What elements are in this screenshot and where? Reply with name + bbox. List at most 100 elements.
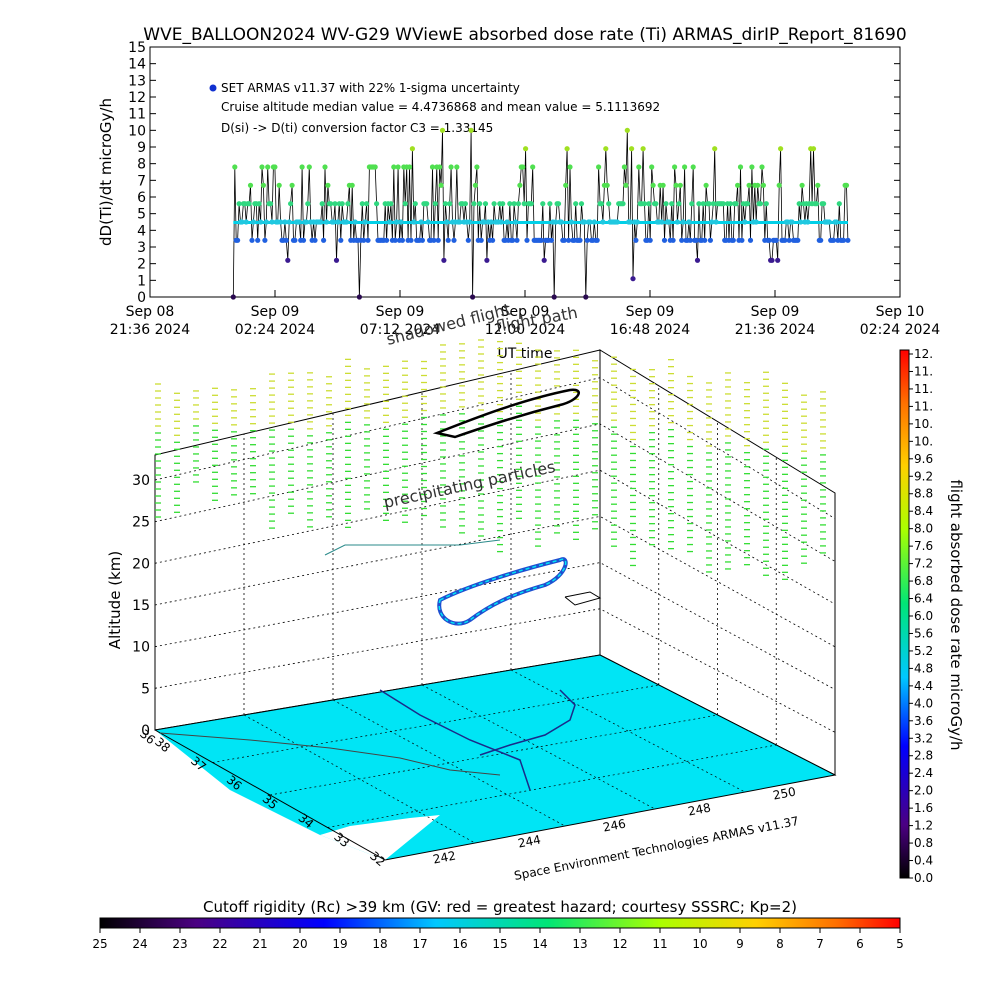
dose-point [674,219,681,225]
dose-point [676,201,682,207]
dose-point [246,201,252,207]
dose-point [283,237,289,243]
annotation-cruise: Cruise altitude median value = 4.4736868… [221,100,660,114]
x-tick-label-time: 07:12 2024 [360,322,441,338]
y-tick-label: 8 [137,157,146,173]
dose-point [432,201,438,207]
y-tick-label: 14 [128,57,146,73]
dose-point [435,237,441,243]
y-tick-label: 13 [128,73,146,89]
dose-point [730,237,736,243]
dose-point [511,201,517,207]
dose-colorbar-tick-label: 6.8 [914,574,933,588]
dose-point [766,237,772,243]
dose-point [629,146,635,152]
dose-point [250,219,256,225]
dose-point [399,237,405,243]
dose-point [677,182,683,188]
dose-point [759,164,765,170]
dose-point [352,219,358,225]
dose-point [474,164,480,170]
dose-point [239,219,245,225]
dose-point [624,127,630,133]
dose-point [395,164,401,170]
dose-point [394,219,400,225]
dose-point [517,182,523,188]
dose-point [653,201,659,207]
dose-colorbar-tick-label: 5.2 [914,644,933,658]
y-tick-label: 4 [137,223,146,239]
dose-point [391,164,397,170]
dose-point [620,201,626,207]
x-tick-label-date: Sep 09 [251,304,300,320]
dose-point [786,237,792,243]
x-tick-label-time: 12:00 2024 [485,322,566,338]
dose-point [700,201,706,207]
dose-point [412,201,418,207]
dose-point [845,237,851,243]
rigidity-colorbar-tick-label: 13 [572,937,587,951]
dose-point [782,237,788,243]
precipitating-particle-curtain [155,339,826,580]
rigidity-colorbar-tick-label: 21 [252,937,267,951]
dose-colorbar-tick-label: 11. [914,364,933,378]
dose-point [737,164,744,170]
dose-point [247,182,254,188]
altitude-gridline [154,377,836,519]
dose-point [258,219,264,225]
rigidity-colorbar-tick-label: 23 [172,937,187,951]
altitude-gridline [154,562,836,690]
dose-point [739,237,745,243]
dose-point [424,201,430,207]
dose-point [236,201,242,207]
ground-frame [154,654,837,861]
ground-gridline [510,669,746,793]
dose-colorbar-tick-label: 12. [914,347,933,361]
altitude-tick-label: 0 [141,723,150,739]
dose-point [558,219,565,225]
dose-point [564,146,570,152]
dose-point [670,237,676,243]
dose-point [276,182,282,188]
dose-colorbar: 0.0 0.4 0.8 1.2 1.6 2.0 2.4 2.8 3.2 3.6 4.0 4.4 4.8 5… [899,347,965,885]
dose-point [703,182,709,188]
dose-colorbar-tick-label: 8.0 [914,522,933,536]
dose-point [249,237,255,243]
dose-point [392,237,398,243]
dose-point [230,294,236,300]
dose-point [581,219,587,225]
dose-point [584,237,590,243]
dose-colorbar-tick-label: 4.8 [914,661,933,675]
dose-point [524,237,530,243]
dose-point [259,164,265,170]
dose-point [305,201,311,207]
x-tick-label-time: 02:24 2024 [235,322,316,338]
x-axis-label: UT time [498,346,553,362]
altitude-tick-label: 30 [132,473,150,489]
dose-point [821,201,827,207]
rigidity-colorbar-tick-label: 10 [692,937,707,951]
dose-point [471,201,477,207]
dose-point [467,219,473,225]
rigidity-colorbar-tick-label: 25 [92,937,107,951]
dose-point [319,201,325,207]
y-tick-label: 6 [137,190,146,206]
precipitating-particles-label: precipitating particles [382,457,557,512]
dose-point [299,164,305,170]
dose-point [288,201,294,207]
dose-point [633,237,639,243]
altitude-gridline [154,423,836,562]
ground-white-region [320,815,440,860]
dose-point [451,237,457,243]
y-tick-label: 2 [137,257,146,273]
dose-point [419,237,425,243]
dose-point [547,201,553,207]
dose-colorbar-tick-label: 6.0 [914,609,933,623]
dose-point [746,182,752,188]
dose-point [282,219,288,225]
dose-point [289,182,295,188]
dose-point [425,219,431,225]
dose-point [776,182,782,188]
dose-point [442,201,448,207]
